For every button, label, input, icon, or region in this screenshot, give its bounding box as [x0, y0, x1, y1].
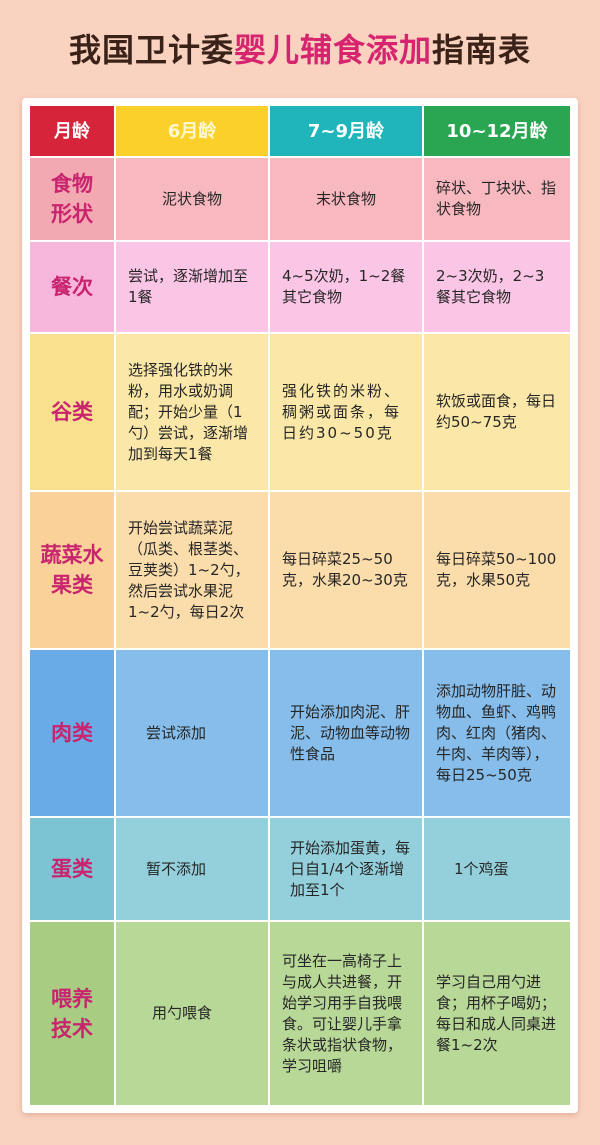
cell-meat-6m: 尝试添加: [116, 650, 268, 816]
cell-text: 暂不添加: [146, 859, 207, 878]
header-7-9-months: 7~9月龄: [270, 106, 422, 156]
header-age: 月龄: [30, 106, 114, 156]
cell-feeding-7-9m: 可坐在一高椅子上与成人共进餐，开始学习用手自我喂食。可让婴儿手拿条状或指状食物，…: [270, 922, 422, 1105]
header-6-months: 6月龄: [116, 106, 268, 156]
cell-text: 泥状食物: [161, 189, 222, 208]
cell-grains-10-12m: 软饭或面食，每日约50~75克: [424, 334, 570, 490]
cell-eggs-10-12m: 1个鸡蛋: [424, 818, 570, 920]
cell-grains-6m: 选择强化铁的米粉，用水或奶调配；开始少量（1勺）尝试，逐渐增加到每天1餐: [116, 334, 268, 490]
row-label-text: 蔬菜水果类: [40, 543, 104, 597]
cell-meals-7-9m: 4~5次奶，1~2餐其它食物: [270, 242, 422, 332]
page-title: 我国卫计委婴儿辅食添加指南表: [0, 28, 600, 72]
cell-text: 开始添加肉泥、肝泥、动物血等动物性食品: [290, 702, 411, 763]
cell-text: 软饭或面食，每日约50~75克: [436, 392, 557, 431]
cell-text: 2~3次奶，2~3餐其它食物: [436, 267, 545, 306]
row-label-eggs: 蛋类: [30, 818, 114, 920]
cell-eggs-6m: 暂不添加: [116, 818, 268, 920]
row-label-text: 餐次: [51, 275, 93, 299]
cell-text: 开始添加蛋黄，每日自1/4个逐渐增加至1个: [290, 838, 411, 899]
guide-table: 月龄 6月龄 7~9月龄 10~12月龄 食物形状 泥状食物 末状食物 碎状、丁…: [22, 98, 578, 1113]
cell-text: 碎状、丁块状、指状食物: [436, 179, 557, 218]
cell-text: 1个鸡蛋: [454, 859, 509, 878]
title-part-b: 婴儿辅食添加: [233, 31, 432, 69]
cell-food-shape-10-12m: 碎状、丁块状、指状食物: [424, 158, 570, 240]
cell-grains-7-9m: 强化铁的米粉、稠粥或面条，每日约30~50克: [270, 334, 422, 490]
cell-meals-6m: 尝试，逐渐增加至1餐: [116, 242, 268, 332]
cell-eggs-7-9m: 开始添加蛋黄，每日自1/4个逐渐增加至1个: [270, 818, 422, 920]
cell-vegetables-7-9m: 每日碎菜25~50克，水果20~30克: [270, 492, 422, 648]
cell-text: 用勺喂食: [152, 1004, 213, 1022]
header-10-12-months: 10~12月龄: [424, 106, 570, 156]
title-part-c: 指南表: [432, 31, 532, 69]
cell-text: 强化铁的米粉、稠粥或面条，每日约30~50克: [282, 381, 402, 442]
row-label-feeding-skills: 喂养技术: [30, 922, 114, 1105]
cell-text: 4~5次奶，1~2餐其它食物: [282, 267, 406, 306]
cell-feeding-6m: 用勺喂食: [116, 922, 268, 1105]
cell-feeding-10-12m: 学习自己用勺进食；用杯子喝奶；每日和成人同桌进餐1~2次: [424, 922, 570, 1105]
cell-text: 学习自己用勺进食；用杯子喝奶；每日和成人同桌进餐1~2次: [436, 972, 557, 1054]
cell-text: 选择强化铁的米粉，用水或奶调配；开始少量（1勺）尝试，逐渐增加到每天1餐: [128, 360, 249, 463]
cell-food-shape-6m: 泥状食物: [116, 158, 268, 240]
row-label-text: 谷类: [51, 400, 93, 424]
row-label-food-shape: 食物形状: [30, 158, 114, 240]
cell-text: 尝试，逐渐增加至1餐: [128, 267, 249, 306]
cell-food-shape-7-9m: 末状食物: [270, 158, 422, 240]
cell-text: 每日碎菜50~100克，水果50克: [436, 550, 557, 589]
cell-meals-10-12m: 2~3次奶，2~3餐其它食物: [424, 242, 570, 332]
cell-meat-10-12m: 添加动物肝脏、动物血、鱼虾、鸡鸭肉、红肉（猪肉、牛肉、羊肉等），每日25~50克: [424, 650, 570, 816]
cell-text: 尝试添加: [146, 723, 207, 742]
cell-text: 可坐在一高椅子上与成人共进餐，开始学习用手自我喂食。可让婴儿手拿条状或指状食物，…: [282, 951, 403, 1075]
cell-text: 每日碎菜25~50克，水果20~30克: [282, 550, 408, 589]
row-label-text: 食物形状: [51, 172, 93, 226]
cell-text: 添加动物肝脏、动物血、鱼虾、鸡鸭肉、红肉（猪肉、牛肉、羊肉等），每日25~50克: [436, 681, 557, 784]
cell-meat-7-9m: 开始添加肉泥、肝泥、动物血等动物性食品: [270, 650, 422, 816]
cell-vegetables-6m: 开始尝试蔬菜泥（瓜类、根茎类、豆荚类）1~2勺，然后尝试水果泥1~2勺，每日2次: [116, 492, 268, 648]
row-label-meals: 餐次: [30, 242, 114, 332]
row-label-text: 喂养技术: [51, 986, 93, 1041]
cell-text: 开始尝试蔬菜泥（瓜类、根茎类、豆荚类）1~2勺，然后尝试水果泥1~2勺，每日2次: [128, 518, 250, 621]
title-part-a: 我国卫计委: [68, 31, 234, 69]
cell-vegetables-10-12m: 每日碎菜50~100克，水果50克: [424, 492, 570, 648]
row-label-text: 肉类: [51, 721, 93, 745]
cell-text: 末状食物: [315, 189, 376, 208]
row-label-vegetables-fruit: 蔬菜水果类: [30, 492, 114, 648]
row-label-text: 蛋类: [51, 857, 93, 881]
row-label-grains: 谷类: [30, 334, 114, 490]
row-label-meat: 肉类: [30, 650, 114, 816]
